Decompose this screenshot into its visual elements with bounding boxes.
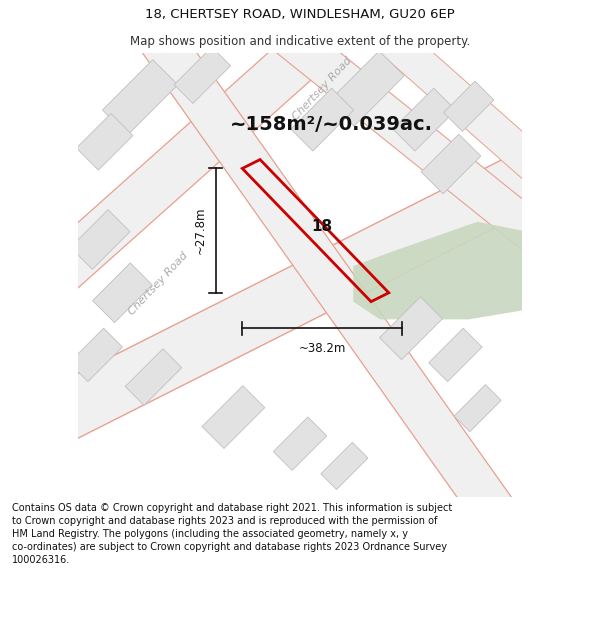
Text: Contains OS data © Crown copyright and database right 2021. This information is : Contains OS data © Crown copyright and d… bbox=[12, 503, 452, 566]
Polygon shape bbox=[174, 47, 230, 104]
Text: 18: 18 bbox=[311, 219, 333, 234]
Polygon shape bbox=[393, 88, 456, 151]
Polygon shape bbox=[353, 222, 522, 319]
Polygon shape bbox=[421, 134, 481, 194]
Text: Map shows position and indicative extent of the property.: Map shows position and indicative extent… bbox=[130, 35, 470, 48]
Text: Chertsey Road: Chertsey Road bbox=[127, 251, 190, 318]
Polygon shape bbox=[43, 138, 571, 443]
Polygon shape bbox=[127, 4, 518, 532]
Text: Chertsey Road: Chertsey Road bbox=[290, 55, 354, 122]
Polygon shape bbox=[202, 386, 265, 449]
Polygon shape bbox=[125, 349, 182, 406]
Polygon shape bbox=[274, 417, 326, 471]
Polygon shape bbox=[40, 0, 361, 293]
Polygon shape bbox=[443, 81, 494, 131]
Text: ~38.2m: ~38.2m bbox=[299, 342, 346, 354]
Polygon shape bbox=[355, 4, 569, 199]
Polygon shape bbox=[103, 60, 178, 135]
Polygon shape bbox=[69, 328, 122, 382]
Polygon shape bbox=[92, 263, 152, 322]
Polygon shape bbox=[291, 88, 353, 151]
Text: ~27.8m: ~27.8m bbox=[194, 207, 207, 254]
Polygon shape bbox=[321, 442, 368, 489]
Polygon shape bbox=[429, 328, 482, 382]
Polygon shape bbox=[454, 384, 501, 432]
Text: 18, CHERTSEY ROAD, WINDLESHAM, GU20 6EP: 18, CHERTSEY ROAD, WINDLESHAM, GU20 6EP bbox=[145, 8, 455, 21]
Polygon shape bbox=[329, 51, 404, 126]
Text: ~158m²/~0.039ac.: ~158m²/~0.039ac. bbox=[230, 114, 433, 134]
Polygon shape bbox=[380, 297, 442, 359]
Polygon shape bbox=[252, 2, 570, 268]
Polygon shape bbox=[76, 114, 133, 170]
Polygon shape bbox=[56, 501, 300, 537]
Polygon shape bbox=[70, 209, 130, 269]
